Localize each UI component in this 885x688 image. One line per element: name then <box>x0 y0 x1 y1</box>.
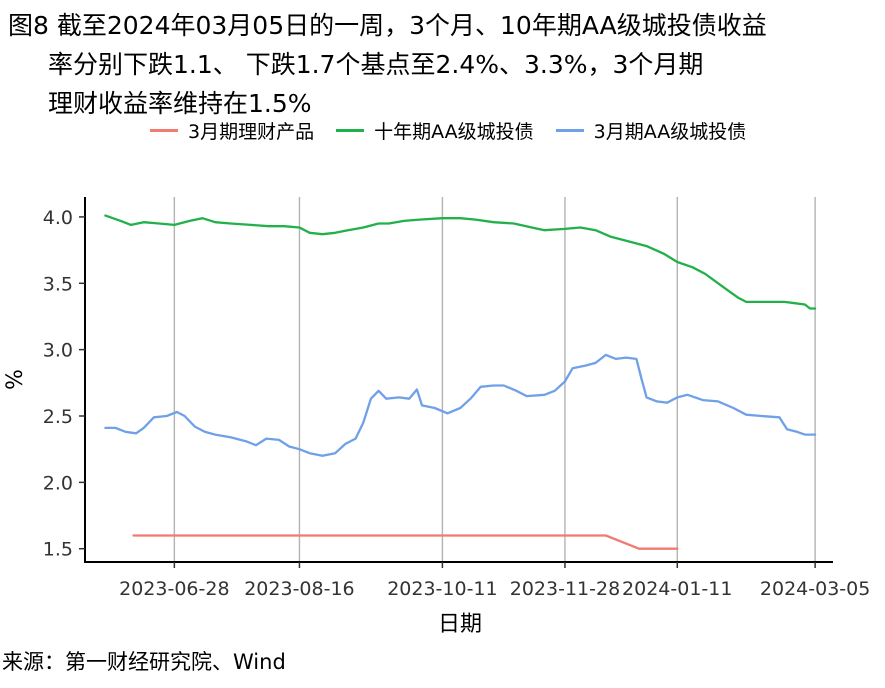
legend-label-wealth-3m: 3月期理财产品 <box>188 120 315 143</box>
source-note: 来源：第一财经研究院、Wind <box>2 650 286 674</box>
x-tick-label-1: 2023-08-16 <box>244 578 354 600</box>
legend-item-aa-3m: 3月期AA级城投债 <box>555 117 747 144</box>
y-axis-title: % <box>3 369 28 390</box>
chart-title: 图8 截至2024年03月05日的一周，3个月、10年期AA级城投债收益 率分别… <box>8 6 878 123</box>
legend-item-aa-10y: 十年期AA级城投债 <box>336 117 534 144</box>
x-tick-label-3: 2023-11-28 <box>510 578 620 600</box>
x-tick-label-5: 2024-03-05 <box>760 578 870 600</box>
legend: 3月期理财产品 十年期AA级城投债 3月期AA级城投债 <box>150 117 768 144</box>
legend-swatch-aa-3m <box>555 128 584 132</box>
legend-swatch-wealth-3m <box>150 128 178 132</box>
x-tick-label-0: 2023-06-28 <box>119 578 229 600</box>
x-axis-title: 日期 <box>438 612 482 637</box>
title-line-2: 率分别下跌1.1、 下跌1.7个基点至2.4%、3.3%，3个月期 <box>48 50 704 79</box>
legend-item-wealth-3m: 3月期理财产品 <box>150 117 314 144</box>
x-tick-label-4: 2024-01-11 <box>622 578 732 600</box>
y-tick-label-0: 1.5 <box>43 539 73 561</box>
y-tick-label-1: 2.0 <box>43 472 73 494</box>
title-line-1: 图8 截至2024年03月05日的一周，3个月、10年期AA级城投债收益 <box>8 11 767 40</box>
title-line-3: 理财收益率维持在1.5% <box>48 89 312 118</box>
x-tick-label-2: 2023-10-11 <box>387 578 497 600</box>
y-tick-label-2: 2.5 <box>43 406 73 428</box>
series-line-1 <box>104 214 817 310</box>
y-tick-label-4: 3.5 <box>43 273 73 295</box>
series-line-2 <box>104 353 817 457</box>
series-line-0 <box>132 534 679 550</box>
y-tick-label-5: 4.0 <box>43 207 73 229</box>
legend-swatch-aa-10y <box>336 128 365 132</box>
legend-label-aa-3m: 3月期AA级城投债 <box>593 120 747 143</box>
y-tick-label-3: 3.0 <box>43 340 73 362</box>
legend-label-aa-10y: 十年期AA级城投债 <box>374 120 534 143</box>
